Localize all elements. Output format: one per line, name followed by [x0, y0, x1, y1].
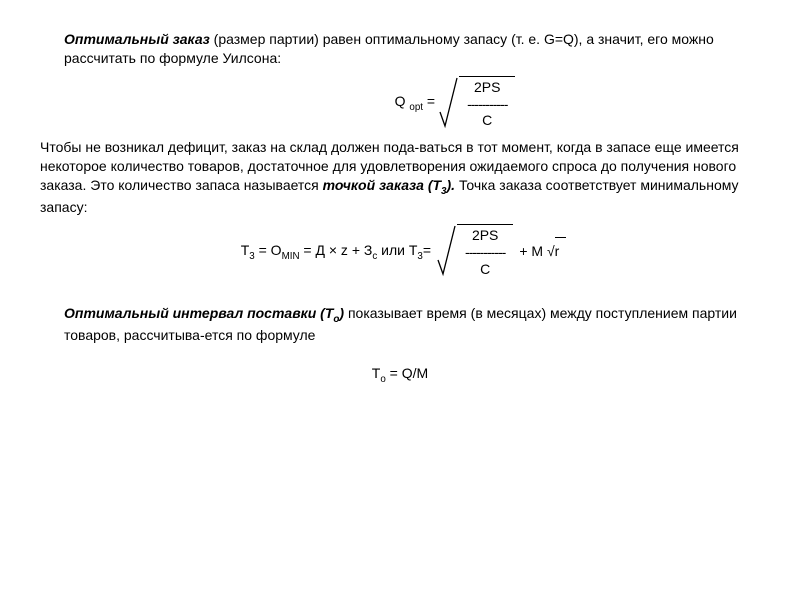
f1-lhs: Q opt =	[395, 93, 435, 113]
sqrt-symbol: 2PS ----------- C	[439, 76, 515, 130]
term-optimal-interval: Оптимальный интервал поставки (То)	[64, 305, 344, 321]
f3-lhs: То	[372, 365, 386, 381]
f2-left: Т3 = ОMIN = Д × z + Зс или Т3=	[241, 242, 431, 262]
formula-interval: То = Q/M	[40, 365, 760, 385]
sqrt-symbol-2: 2PS ----------- C	[437, 224, 513, 278]
para-order-point: Чтобы не возникал дефицит, заказ на скла…	[40, 138, 760, 217]
para-optimal-order: Оптимальный заказ (размер партии) равен …	[64, 30, 760, 68]
f3-rhs: = Q/M	[386, 365, 428, 381]
formula-order-point: Т3 = ОMIN = Д × z + Зс или Т3= 2PS -----…	[40, 224, 760, 278]
f2-fraction: 2PS ----------- C	[457, 224, 513, 278]
f1-fraction: 2PS ----------- C	[459, 76, 515, 130]
para-optimal-interval: Оптимальный интервал поставки (То) показ…	[64, 304, 760, 345]
radical-icon	[437, 224, 457, 278]
f2-tail: + M √__r	[519, 243, 559, 259]
term-order-point: точкой заказа (Т3).	[323, 177, 455, 193]
radical-icon	[439, 76, 459, 130]
formula-wilson-qopt: Q opt = 2PS ----------- C	[40, 76, 760, 130]
term-optimal-order: Оптимальный заказ	[64, 31, 210, 47]
